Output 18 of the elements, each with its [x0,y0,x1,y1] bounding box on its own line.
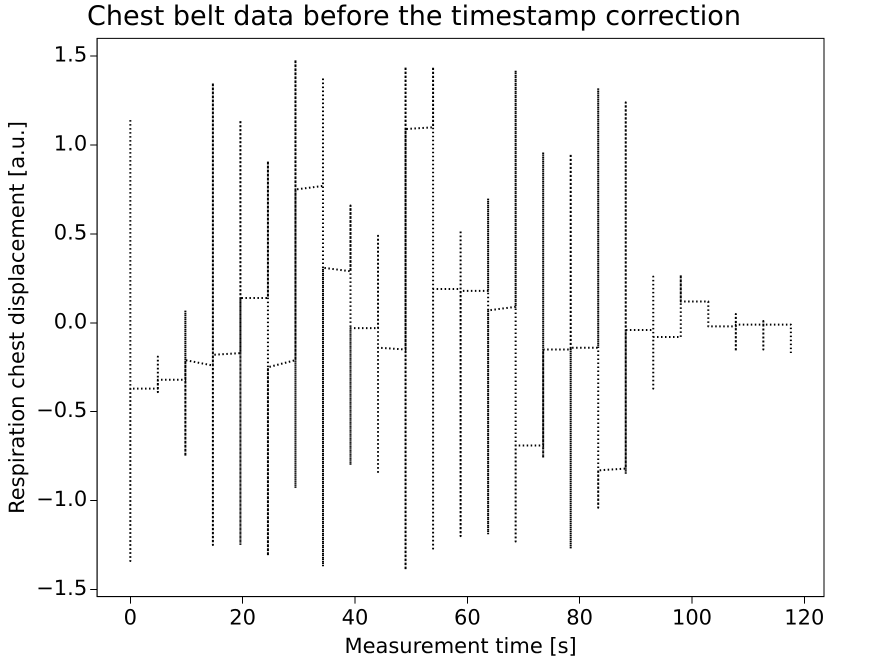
x-tick-label: 20 [229,606,256,630]
y-tick-label: 0.5 [54,220,88,244]
x-tick-label: 100 [672,606,712,630]
chart-title: Chest belt data before the timestamp correction [87,1,741,32]
y-tick-label: 0.0 [54,309,88,334]
y-tick-label: −0.5 [36,398,88,422]
x-tick-label: 40 [342,606,368,630]
y-tick-label: −1.0 [36,487,88,512]
x-axis-title: Measurement time [s] [344,634,577,658]
y-axis-title: Respiration chest displacement [a.u.] [5,121,30,514]
y-tick-label: −1.5 [36,576,88,600]
x-tick-label: 60 [454,606,481,630]
line-series [129,58,792,571]
x-tick-label: 80 [566,606,594,630]
x-tick-label: 120 [784,606,824,630]
x-tick-label: 0 [124,606,138,630]
y-tick-label: 1.0 [54,132,88,156]
y-tick-label: 1.5 [54,42,88,67]
